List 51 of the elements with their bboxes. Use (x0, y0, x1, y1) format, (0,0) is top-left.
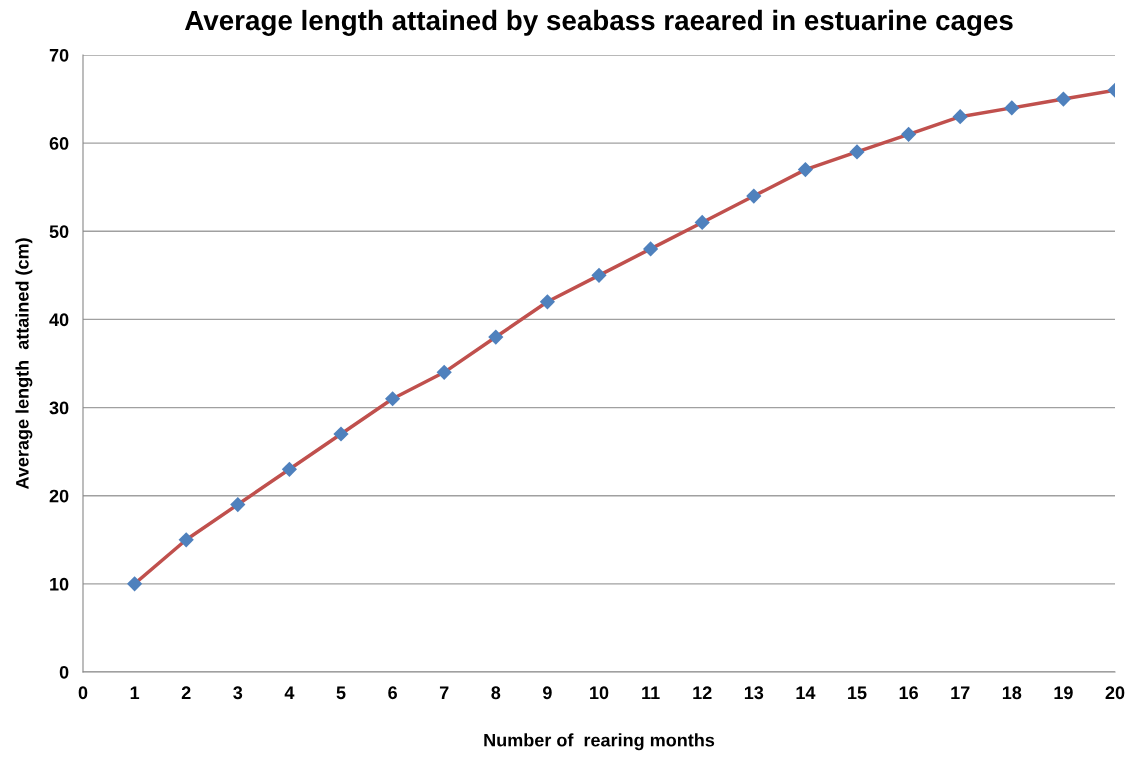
y-tick-label: 70 (49, 48, 69, 62)
point (642, 241, 659, 257)
x-tick-label: 5 (336, 686, 346, 700)
point (746, 188, 762, 204)
x-tick-label: 18 (1002, 686, 1022, 700)
x-tick-label: 15 (848, 686, 867, 700)
x-tick-label: 17 (951, 686, 970, 699)
point (1055, 91, 1072, 107)
y-tick-label: 30 (49, 401, 69, 415)
x-tick-label: 3 (233, 686, 243, 700)
x-tick-label: 7 (439, 686, 449, 699)
point (539, 294, 556, 310)
y-tick-label: 0 (59, 665, 69, 679)
x-tick-label: 4 (284, 686, 295, 699)
point (230, 496, 246, 513)
x-tick-label: 1 (130, 686, 140, 699)
y-tick-label: 40 (49, 313, 69, 327)
point (126, 576, 143, 592)
point (436, 364, 452, 380)
y-tick-label: 50 (49, 225, 69, 239)
point (488, 329, 504, 345)
x-tick-label: 10 (590, 686, 609, 700)
x-tick-label: 19 (1054, 686, 1073, 700)
point (333, 426, 349, 442)
point (900, 126, 917, 142)
y-tick-label: 60 (49, 137, 69, 150)
x-tick-label: 0 (78, 686, 88, 700)
point (178, 532, 194, 548)
point (849, 144, 865, 160)
x-tick-label: 6 (388, 686, 397, 700)
x-axis-title: Number of rearing months (484, 733, 715, 751)
point (591, 267, 607, 283)
point (384, 391, 401, 407)
point (1004, 100, 1020, 116)
x-tick-label: 11 (642, 686, 660, 699)
x-tick-label: 20 (1105, 686, 1125, 700)
x-tick-label: 16 (899, 686, 918, 700)
point (694, 214, 710, 231)
point (281, 461, 298, 477)
y-tick-label: 20 (49, 489, 69, 503)
x-tick-label: 9 (543, 686, 552, 700)
y-axis-title: Average length attained (cm) (15, 238, 33, 490)
chart-title: Average length attained by seabass raeared in estuarine cages (184, 9, 1013, 36)
point (797, 161, 814, 178)
y-tick-label: 10 (50, 577, 69, 591)
point (952, 109, 968, 125)
x-tick-label: 13 (744, 686, 764, 700)
x-tick-label: 14 (796, 686, 816, 699)
x-tick-label: 12 (693, 686, 712, 699)
x-tick-label: 2 (181, 686, 191, 699)
x-tick-label: 8 (491, 686, 501, 700)
